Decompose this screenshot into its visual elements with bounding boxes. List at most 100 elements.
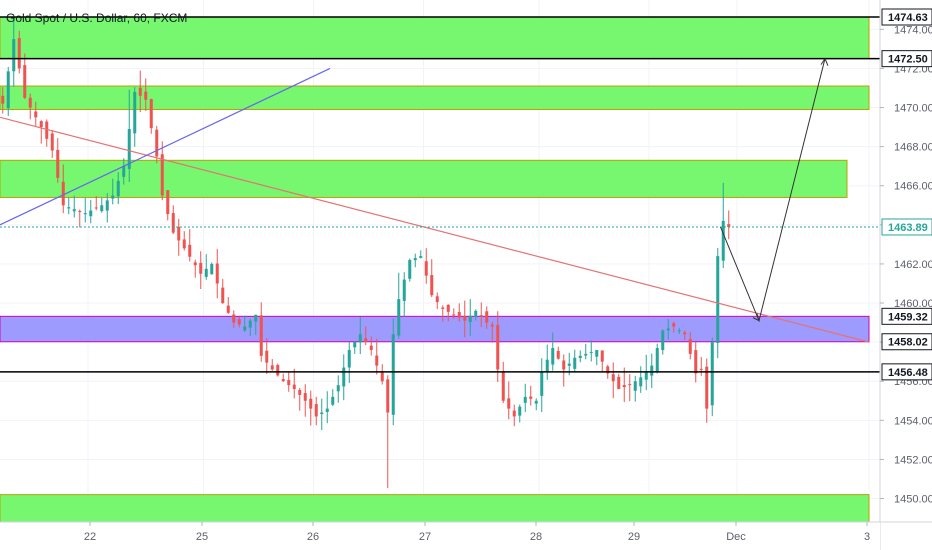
candle-body (127, 129, 131, 169)
candle-body (699, 368, 703, 370)
candle-body (441, 307, 445, 309)
y-tick-label: 1452.00 (894, 454, 932, 466)
candle-body (650, 365, 654, 376)
candle-body (611, 374, 615, 382)
candle-body (518, 406, 522, 416)
x-axis-background (0, 522, 880, 550)
price-tag-box (881, 333, 932, 351)
candle-body (617, 376, 621, 390)
y-tick-label: 1460.00 (894, 298, 932, 310)
candle-body (573, 357, 577, 369)
candle-body (364, 338, 368, 343)
y-tick-label: 1468.00 (894, 142, 932, 154)
price-tag-box (881, 307, 932, 325)
candle-body (298, 389, 302, 395)
support-resistance-zone (0, 494, 870, 523)
candle-body (452, 314, 456, 316)
candle-body (463, 316, 467, 321)
candle-body (325, 408, 329, 412)
candle-body (39, 121, 43, 128)
candle-body (507, 398, 511, 409)
price-tag-label: 1474.63 (888, 12, 928, 24)
x-tick-label: 3 (864, 531, 870, 543)
candle-body (380, 371, 384, 382)
candle-body (413, 258, 417, 261)
candle-body (600, 350, 604, 362)
candle-body (408, 260, 412, 279)
candle-body (375, 355, 379, 366)
candle-body (688, 338, 692, 354)
candle-body (61, 181, 65, 206)
candle-body (353, 342, 357, 348)
candle-body (347, 349, 351, 368)
candle-body (727, 224, 731, 227)
y-axis-background (880, 0, 932, 550)
trend-line (0, 67, 331, 226)
y-tick-label: 1462.00 (894, 259, 932, 271)
candle-body (116, 180, 120, 197)
price-tag-box (881, 8, 932, 26)
candle-body (710, 342, 714, 406)
candle-body (331, 396, 335, 405)
y-axis: 1450.001452.001454.001456.001458.001460.… (879, 0, 932, 550)
candle-body (287, 380, 291, 386)
candle-body (6, 71, 10, 109)
candle-body (705, 366, 709, 409)
candle-body (166, 190, 170, 215)
candle-body (529, 396, 533, 399)
candle-body (314, 404, 318, 417)
candle-body (683, 332, 687, 335)
price-tag-label: 1456.48 (888, 367, 928, 379)
candle-body (204, 268, 208, 277)
candle-body (485, 311, 489, 323)
candle-body (694, 350, 698, 374)
candle-body (100, 205, 104, 212)
candle-body (226, 305, 230, 313)
x-tick-label: 29 (628, 531, 640, 543)
y-tick-label: 1450.00 (894, 494, 932, 506)
candle-body (72, 209, 76, 212)
candle-body (105, 200, 109, 211)
candle-body (188, 244, 192, 257)
candle-body (199, 262, 203, 274)
support-resistance-zone (0, 16, 870, 60)
x-tick-label: 22 (84, 531, 96, 543)
candle-body (639, 377, 643, 387)
x-tick-label: 27 (419, 531, 431, 543)
candle-body (94, 207, 98, 209)
candle-body (496, 325, 500, 370)
candle-body (677, 330, 681, 332)
key-zone (0, 315, 870, 343)
x-tick-label: 28 (530, 531, 542, 543)
price-tag-label: 1472.50 (888, 54, 928, 66)
candle-body (259, 315, 263, 356)
candle-body (633, 381, 637, 391)
candle-body (215, 263, 219, 284)
candle-body (254, 314, 258, 322)
candle-body (589, 351, 593, 353)
candle-body (595, 349, 599, 357)
candle-body (628, 384, 632, 386)
candle-body (644, 371, 648, 380)
candle-body (232, 314, 236, 323)
price-tag-box (881, 50, 932, 68)
candle-body (122, 166, 126, 177)
candle-body (270, 365, 274, 370)
candle-body (221, 287, 225, 304)
candle-body (303, 393, 307, 401)
candle-body (562, 360, 566, 370)
price-tag-label: 1463.89 (888, 222, 928, 234)
x-tick-label: Dec (726, 531, 746, 543)
candle-body (89, 210, 93, 217)
candle-body (281, 379, 285, 382)
y-tick-label: 1474.00 (894, 24, 932, 36)
candle-body (567, 363, 571, 366)
candle-body (578, 355, 582, 358)
candle-body (468, 315, 472, 323)
candle-body (67, 207, 71, 209)
x-tick-label: 26 (307, 531, 319, 543)
candle-body (309, 398, 313, 409)
candle-body (584, 353, 588, 356)
candle-body (545, 359, 549, 373)
